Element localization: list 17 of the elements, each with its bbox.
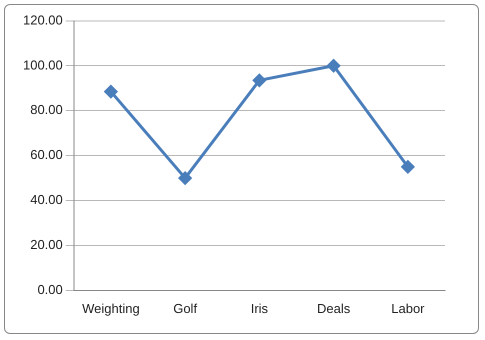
point: [327, 59, 340, 72]
y-tick-label: 40.00: [30, 192, 63, 208]
y-tick-label: 120.00: [22, 12, 63, 28]
y-tick-label: 0.00: [37, 282, 63, 297]
y-tick-label: 100.00: [22, 57, 63, 72]
point: [401, 160, 414, 174]
y-tick-label: 20.00: [30, 237, 63, 252]
y-tick-label: 60.00: [30, 147, 63, 162]
point: [252, 74, 266, 87]
y-tick-label: 80.00: [30, 102, 63, 118]
x-tick-label: Deals: [317, 300, 351, 316]
x-tick-label: Labor: [391, 300, 426, 316]
point: [178, 172, 192, 185]
x-tick-label: Iris: [250, 300, 269, 316]
x-tick-label: Weighting: [82, 300, 140, 316]
x-tick-label: Golf: [173, 300, 198, 316]
point: [104, 85, 118, 98]
